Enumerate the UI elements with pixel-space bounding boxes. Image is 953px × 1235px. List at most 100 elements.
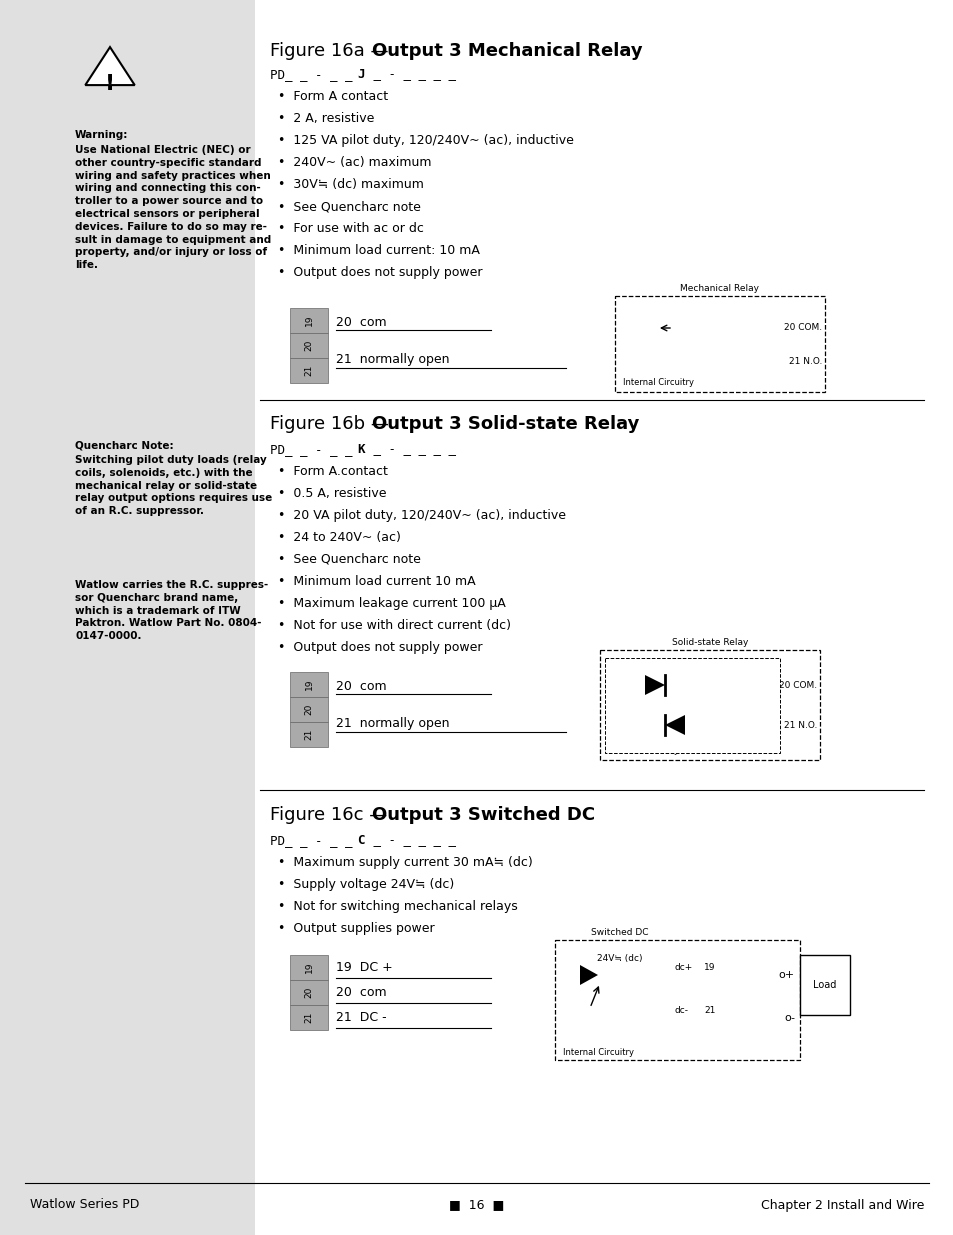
Text: 20 COM.: 20 COM. — [783, 324, 821, 332]
Polygon shape — [579, 965, 598, 986]
Text: Watlow Series PD: Watlow Series PD — [30, 1198, 139, 1212]
Text: Figure 16c —: Figure 16c — — [270, 806, 393, 824]
Text: •  24 to 240V~ (ac): • 24 to 240V~ (ac) — [277, 531, 400, 543]
Bar — [290, 722, 328, 747]
Text: 20: 20 — [304, 704, 314, 715]
Text: 21 N.O.: 21 N.O. — [782, 720, 816, 730]
Text: Solid-state Switch: Solid-state Switch — [608, 659, 683, 669]
Bar — [290, 308, 328, 333]
Text: PD_ _ - _ _: PD_ _ - _ _ — [270, 834, 359, 847]
Text: •  See Quencharc note: • See Quencharc note — [277, 553, 420, 566]
Text: Output 3 Switched DC: Output 3 Switched DC — [372, 806, 595, 824]
Text: K: K — [356, 443, 364, 456]
Text: dc+: dc+ — [675, 963, 693, 972]
Text: _ - _ _ _ _: _ - _ _ _ _ — [366, 834, 456, 847]
Text: 20: 20 — [304, 340, 314, 351]
Text: Figure 16a —: Figure 16a — — [270, 42, 394, 61]
Text: _ - _ _ _ _: _ - _ _ _ _ — [366, 68, 456, 82]
Text: •  Form A contact: • Form A contact — [277, 90, 388, 103]
Text: Use National Electric (NEC) or
other country-specific standard
wiring and safety: Use National Electric (NEC) or other cou… — [75, 144, 271, 270]
Text: 21  DC -: 21 DC - — [335, 1011, 386, 1024]
Text: •  Output does not supply power: • Output does not supply power — [277, 266, 482, 279]
Text: •  For use with ac or dc: • For use with ac or dc — [277, 222, 423, 235]
Text: 21: 21 — [304, 1011, 314, 1023]
Bar — [599, 650, 820, 760]
Bar — [604, 658, 780, 753]
Text: •  See Quencharc note: • See Quencharc note — [277, 200, 420, 212]
Text: •  Output does not supply power: • Output does not supply power — [277, 641, 482, 655]
Text: •  Maximum leakage current 100 μA: • Maximum leakage current 100 μA — [277, 597, 505, 610]
Text: Solid-state Relay: Solid-state Relay — [671, 638, 747, 647]
Polygon shape — [644, 676, 664, 695]
Bar — [290, 1005, 328, 1030]
Text: 24V≒ (dc): 24V≒ (dc) — [597, 953, 642, 963]
Text: Output 3 Mechanical Relay: Output 3 Mechanical Relay — [372, 42, 642, 61]
Text: 21 N.O.: 21 N.O. — [788, 357, 821, 366]
Text: dc-: dc- — [675, 1007, 688, 1015]
Text: _ - _ _ _ _: _ - _ _ _ _ — [366, 443, 456, 456]
Text: J: J — [356, 68, 364, 82]
Text: •  240V~ (ac) maximum: • 240V~ (ac) maximum — [277, 156, 431, 169]
Text: PD_ _ - _ _: PD_ _ - _ _ — [270, 443, 359, 456]
Text: •  20 VA pilot duty, 120/240V~ (ac), inductive: • 20 VA pilot duty, 120/240V~ (ac), indu… — [277, 509, 565, 522]
Polygon shape — [85, 47, 134, 85]
Bar — [555, 940, 800, 1060]
Bar — [615, 296, 824, 391]
Text: Switching pilot duty loads (relay
coils, solenoids, etc.) with the
mechanical re: Switching pilot duty loads (relay coils,… — [75, 454, 272, 516]
Text: •  Not for use with direct current (dc): • Not for use with direct current (dc) — [277, 619, 511, 632]
Text: 21: 21 — [703, 1007, 715, 1015]
Text: 19: 19 — [304, 962, 314, 973]
Text: o+: o+ — [778, 969, 794, 981]
Text: 20: 20 — [304, 987, 314, 998]
Text: Internal Circuitry: Internal Circuitry — [622, 378, 693, 387]
Text: •  2 A, resistive: • 2 A, resistive — [277, 112, 374, 125]
Text: !: ! — [105, 74, 115, 94]
Text: Warning:: Warning: — [75, 130, 129, 140]
Text: Internal Circuitry: Internal Circuitry — [607, 746, 679, 755]
Text: 19  DC +: 19 DC + — [335, 961, 393, 974]
Text: •  125 VA pilot duty, 120/240V~ (ac), inductive: • 125 VA pilot duty, 120/240V~ (ac), ind… — [277, 135, 574, 147]
Text: 20  com: 20 com — [335, 315, 386, 329]
Text: •  0.5 A, resistive: • 0.5 A, resistive — [277, 487, 386, 500]
Text: C: C — [356, 834, 364, 847]
Text: Mechanical Relay: Mechanical Relay — [679, 284, 759, 293]
Text: 21  normally open: 21 normally open — [335, 353, 449, 367]
Text: ■  16  ■: ■ 16 ■ — [449, 1198, 504, 1212]
Text: 20  com: 20 com — [335, 679, 386, 693]
Text: Quencharc Note:: Quencharc Note: — [75, 440, 173, 450]
Polygon shape — [664, 715, 684, 735]
Bar — [290, 333, 328, 358]
Text: o-: o- — [783, 1013, 794, 1023]
Text: 21: 21 — [304, 729, 314, 740]
Text: •  Not for switching mechanical relays: • Not for switching mechanical relays — [277, 900, 517, 913]
Text: Load: Load — [813, 981, 836, 990]
Text: PD_ _ - _ _: PD_ _ - _ _ — [270, 68, 359, 82]
Text: •  Minimum load current 10 mA: • Minimum load current 10 mA — [277, 576, 476, 588]
Text: •  Output supplies power: • Output supplies power — [277, 923, 435, 935]
Text: Internal Circuitry: Internal Circuitry — [562, 1049, 634, 1057]
Text: 19: 19 — [304, 679, 314, 690]
Text: 21: 21 — [304, 364, 314, 377]
Text: 20  com: 20 com — [335, 986, 386, 999]
Text: Output 3 Solid-state Relay: Output 3 Solid-state Relay — [372, 415, 639, 433]
Bar — [290, 955, 328, 981]
Text: •  Supply voltage 24V≒ (dc): • Supply voltage 24V≒ (dc) — [277, 878, 454, 890]
Text: 20 COM.: 20 COM. — [778, 680, 816, 689]
Text: •  Maximum supply current 30 mA≒ (dc): • Maximum supply current 30 mA≒ (dc) — [277, 856, 532, 869]
Bar — [800, 955, 849, 1015]
Text: Watlow carries the R.C. suppres-
sor Quencharc brand name,
which is a trademark : Watlow carries the R.C. suppres- sor Que… — [75, 580, 268, 641]
Text: 21  normally open: 21 normally open — [335, 718, 449, 730]
Bar — [290, 981, 328, 1005]
Bar — [290, 697, 328, 722]
Text: 19: 19 — [304, 315, 314, 326]
Bar — [290, 358, 328, 383]
Text: Switched DC: Switched DC — [591, 927, 648, 937]
Bar — [290, 672, 328, 697]
Text: Figure 16b —: Figure 16b — — [270, 415, 395, 433]
Text: •  Minimum load current: 10 mA: • Minimum load current: 10 mA — [277, 245, 479, 257]
Bar — [0, 0, 254, 1235]
Text: 19: 19 — [703, 963, 715, 972]
Text: Chapter 2 Install and Wire: Chapter 2 Install and Wire — [760, 1198, 923, 1212]
Text: •  30V≒ (dc) maximum: • 30V≒ (dc) maximum — [277, 178, 423, 191]
Text: •  Form A.contact: • Form A.contact — [277, 466, 388, 478]
